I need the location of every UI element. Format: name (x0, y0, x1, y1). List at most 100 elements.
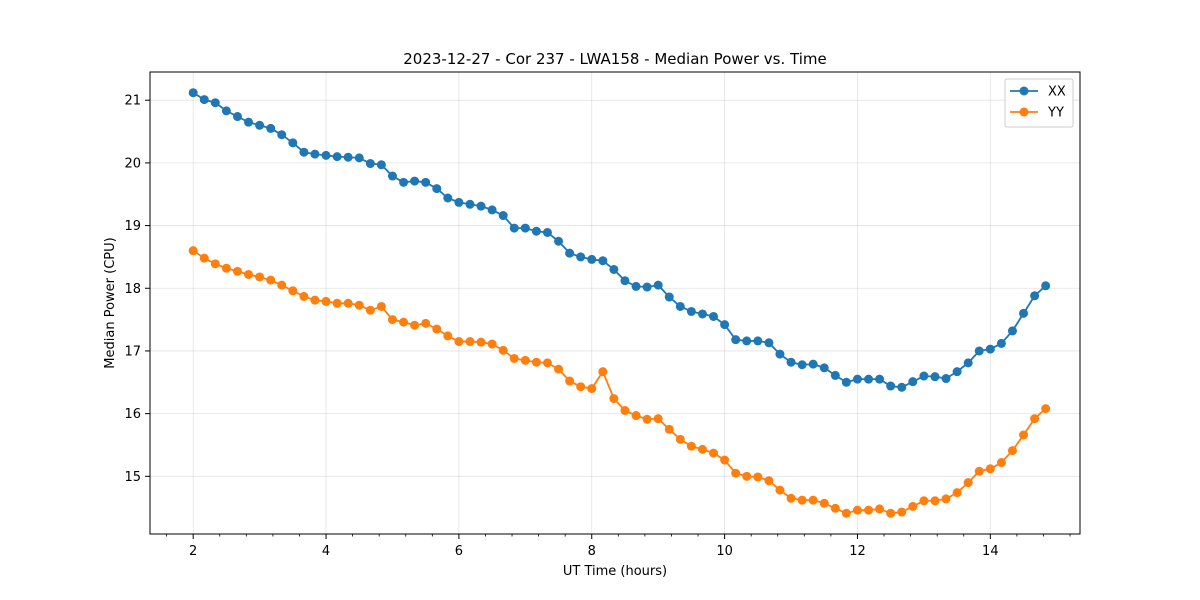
series-xx (188, 88, 1051, 392)
data-point-yy (321, 296, 331, 306)
x-axis-label: UT Time (hours) (563, 564, 667, 579)
data-point-xx (1007, 326, 1017, 336)
data-point-xx (841, 377, 851, 387)
data-point-yy (974, 466, 984, 476)
data-point-yy (399, 317, 409, 327)
data-point-yy (487, 339, 497, 349)
data-point-xx (974, 346, 984, 356)
data-point-xx (930, 372, 940, 382)
data-point-yy (642, 414, 652, 424)
data-point-yy (432, 324, 442, 334)
data-point-yy (742, 471, 752, 481)
data-point-yy (985, 464, 995, 474)
data-point-xx (631, 281, 641, 291)
data-point-yy (598, 367, 608, 377)
data-point-yy (952, 488, 962, 498)
data-point-xx (1030, 291, 1040, 301)
data-point-xx (509, 223, 519, 233)
data-point-xx (797, 360, 807, 370)
data-point-yy (498, 345, 508, 355)
data-point-yy (697, 444, 707, 454)
data-point-xx (609, 264, 619, 274)
data-point-yy (199, 253, 209, 263)
data-point-xx (786, 357, 796, 367)
data-point-xx (664, 292, 674, 302)
data-point-yy (731, 468, 741, 478)
data-point-yy (387, 315, 397, 325)
data-point-xx (221, 106, 231, 116)
data-point-xx (476, 201, 486, 211)
data-point-xx (963, 358, 973, 368)
data-point-yy (1041, 404, 1051, 414)
data-point-yy (709, 448, 719, 458)
data-point-yy (620, 406, 630, 416)
data-point-xx (753, 336, 763, 346)
data-point-xx (376, 160, 386, 170)
data-point-xx (255, 120, 265, 130)
data-point-xx (399, 177, 409, 187)
data-point-xx (531, 226, 541, 236)
data-point-yy (664, 424, 674, 434)
data-point-xx (742, 336, 752, 346)
data-point-xx (410, 176, 420, 186)
data-point-yy (930, 496, 940, 506)
data-point-yy (996, 458, 1006, 468)
x-tick-label: 12 (849, 544, 866, 559)
legend-label-xx: XX (1048, 85, 1066, 100)
data-point-yy (897, 507, 907, 517)
data-point-yy (852, 505, 862, 515)
legend: XX YY (1004, 78, 1074, 128)
data-point-yy (210, 259, 220, 269)
x-tick-label: 14 (982, 544, 999, 559)
data-point-yy (786, 493, 796, 503)
x-tick-label: 2 (189, 544, 197, 559)
series-yy (188, 246, 1051, 518)
data-point-yy (808, 495, 818, 505)
data-point-xx (864, 374, 874, 384)
data-point-yy (531, 357, 541, 367)
data-point-xx (266, 123, 276, 133)
data-point-xx (554, 236, 564, 246)
data-point-xx (454, 197, 464, 207)
data-point-xx (941, 374, 951, 384)
data-point-yy (188, 246, 198, 256)
data-point-yy (476, 337, 486, 347)
y-tick-label: 18 (124, 282, 141, 297)
data-point-yy (764, 476, 774, 486)
data-point-yy (1019, 430, 1029, 440)
data-point-yy (908, 501, 918, 511)
data-point-xx (653, 280, 663, 290)
y-tick-label: 21 (124, 94, 141, 109)
data-point-xx (188, 88, 198, 98)
data-point-yy (576, 382, 586, 392)
data-point-yy (587, 384, 597, 394)
data-point-yy (288, 286, 298, 296)
data-point-xx (244, 117, 254, 127)
data-point-yy (830, 503, 840, 513)
data-point-xx (852, 374, 862, 384)
y-tick-label: 15 (124, 470, 141, 485)
data-point-yy (675, 434, 685, 444)
data-point-yy (232, 266, 242, 276)
y-tick-label: 19 (124, 219, 141, 234)
data-point-xx (199, 95, 209, 105)
data-point-xx (354, 153, 364, 163)
data-point-xx (830, 370, 840, 380)
data-point-yy (819, 498, 829, 508)
data-point-xx (487, 205, 497, 215)
data-point-yy (653, 414, 663, 424)
data-point-xx (919, 371, 929, 381)
data-point-yy (609, 394, 619, 404)
data-point-xx (520, 223, 530, 233)
data-point-xx (1041, 281, 1051, 291)
data-point-yy (686, 441, 696, 451)
x-tick-label: 8 (588, 544, 596, 559)
data-point-xx (365, 159, 375, 169)
data-point-xx (886, 381, 896, 391)
data-point-xx (686, 306, 696, 316)
data-point-xx (321, 150, 331, 160)
data-point-xx (432, 184, 442, 194)
data-point-yy (554, 364, 564, 374)
data-point-xx (620, 276, 630, 286)
data-point-yy (841, 508, 851, 518)
